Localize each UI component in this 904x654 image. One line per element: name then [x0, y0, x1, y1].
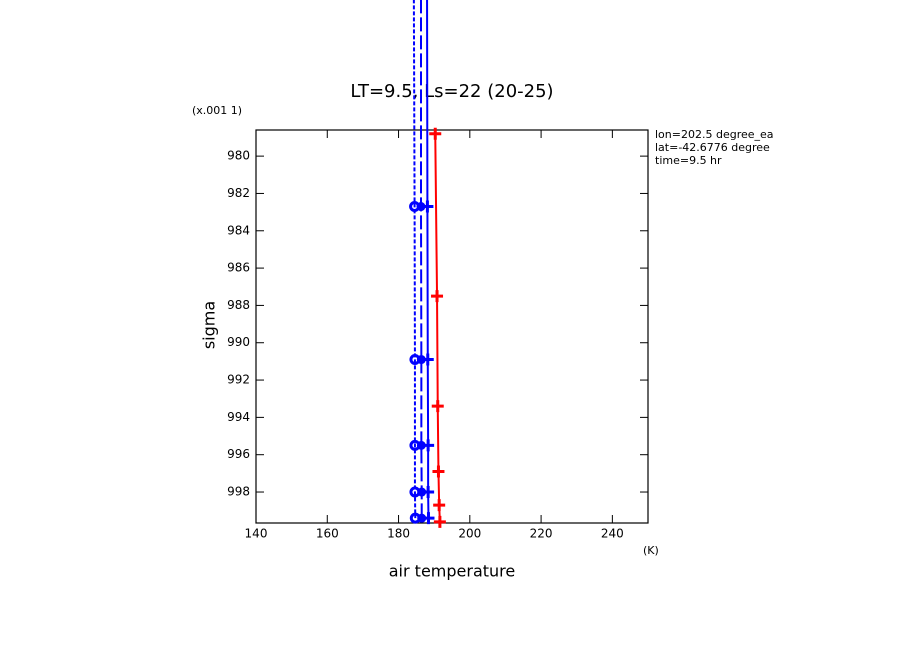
marker [433, 499, 446, 512]
annotation: time=9.5 hr [655, 154, 722, 167]
y-tick-label: 994 [227, 410, 250, 424]
y-axis-label: sigma [200, 301, 219, 349]
x-tick-label: 160 [316, 527, 339, 541]
marker [431, 290, 444, 303]
marker [417, 487, 427, 497]
y-tick-label: 992 [227, 373, 250, 387]
y-unit: (x.001 1) [192, 104, 242, 117]
y-tick-label: 984 [227, 223, 250, 237]
y-tick-label: 998 [227, 485, 250, 499]
y-tick-label: 990 [227, 335, 250, 349]
marker [416, 440, 426, 450]
y-tick-label: 986 [227, 261, 250, 275]
marker [422, 486, 435, 499]
marker [431, 400, 444, 413]
marker [433, 515, 446, 528]
marker [417, 513, 427, 523]
series-line [412, 0, 417, 519]
marker [422, 512, 435, 525]
x-axis-label: air temperature [389, 562, 515, 581]
marker [421, 200, 434, 213]
series-line [419, 0, 423, 519]
marker [421, 353, 434, 366]
marker [429, 127, 442, 140]
marker [416, 355, 426, 365]
chart-title: LT=9.5, Ls=22 (20-25) [350, 81, 553, 102]
x-tick-label: 180 [387, 527, 410, 541]
x-tick-label: 240 [601, 527, 624, 541]
annotation: lon=202.5 degree_ea [655, 128, 774, 141]
marker [432, 465, 445, 478]
y-tick-label: 996 [227, 447, 250, 461]
marker [422, 439, 435, 452]
x-tick-label: 220 [530, 527, 553, 541]
x-tick-label: 200 [458, 527, 481, 541]
annotation: lat=-42.6776 degree [655, 141, 770, 154]
x-tick-label: 140 [245, 527, 268, 541]
marker [416, 202, 426, 212]
series-line [434, 133, 441, 522]
y-tick-label: 988 [227, 298, 250, 312]
y-tick-label: 982 [227, 186, 250, 200]
plot-frame [255, 129, 649, 524]
annotation-group: lon=202.5 degree_ea lat=-42.6776 degree … [655, 128, 774, 167]
x-unit: (K) [643, 544, 659, 557]
y-tick-label: 980 [227, 149, 250, 163]
